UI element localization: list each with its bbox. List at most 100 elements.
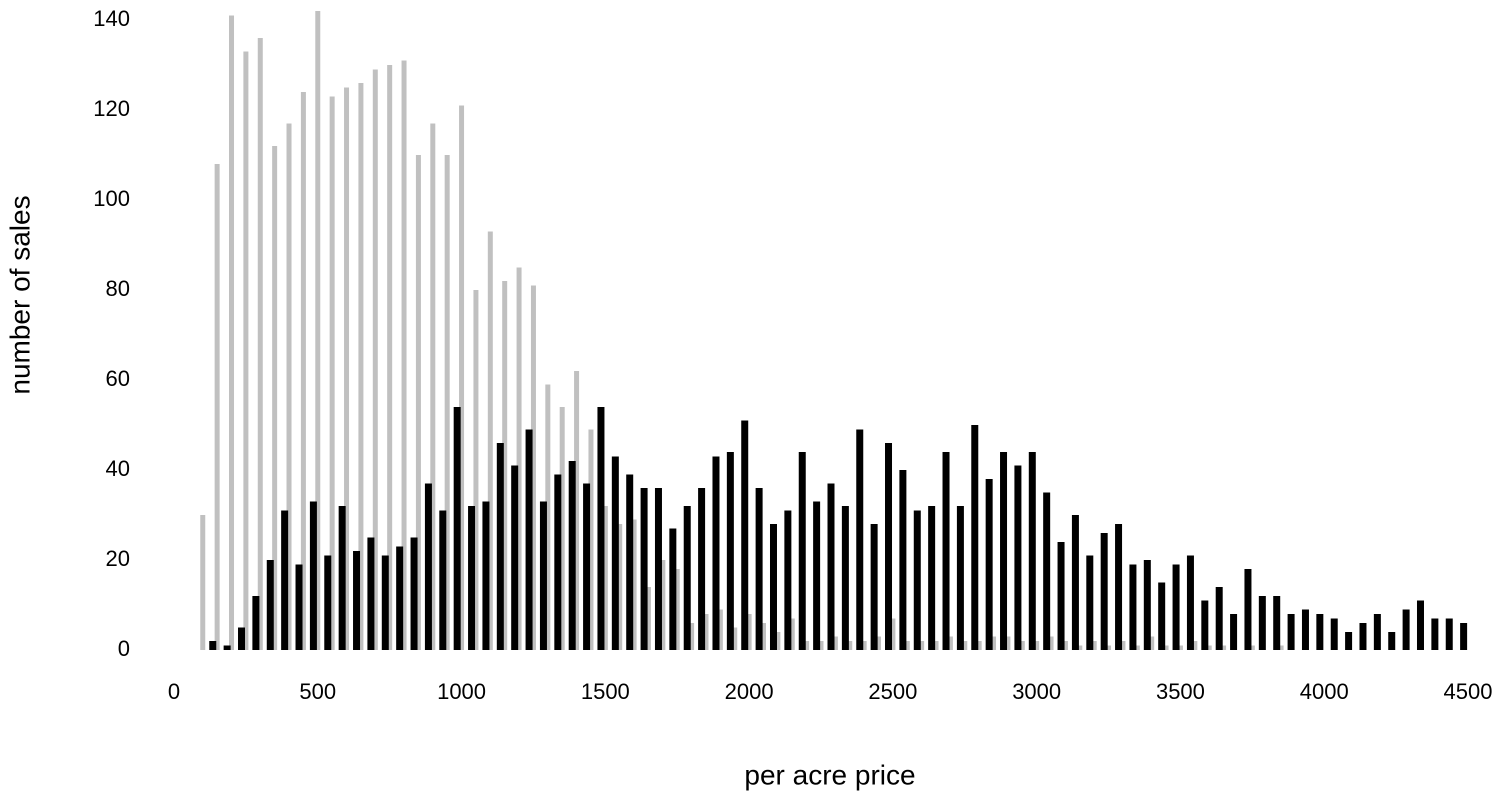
bar (439, 510, 447, 650)
bar (976, 641, 982, 650)
x-tick-label: 3000 (1012, 679, 1061, 704)
bar (1172, 564, 1180, 650)
x-tick-label: 2000 (725, 679, 774, 704)
bar (674, 569, 680, 650)
bar (611, 456, 619, 650)
bar (1071, 515, 1079, 650)
bar (760, 623, 766, 650)
bar (804, 641, 810, 650)
bar (1077, 645, 1083, 650)
bar (876, 636, 882, 650)
bar (1215, 587, 1223, 650)
bar (1091, 641, 1097, 650)
bar (1062, 641, 1068, 650)
bar (516, 267, 522, 650)
bar (272, 146, 278, 650)
bar (473, 290, 479, 650)
bar (1330, 618, 1338, 650)
bar (1301, 609, 1309, 650)
bar (904, 641, 910, 650)
bar (459, 105, 465, 650)
bar (942, 452, 950, 650)
bar (703, 614, 709, 650)
bar (1345, 632, 1353, 650)
bar (1143, 560, 1151, 650)
bar (200, 515, 206, 650)
y-tick-label: 60 (106, 366, 130, 391)
bar (919, 641, 925, 650)
bar (717, 609, 723, 650)
bar (353, 551, 361, 650)
bar (617, 524, 623, 650)
bar (1014, 465, 1022, 650)
bar (991, 636, 997, 650)
bar (1019, 641, 1025, 650)
bar (410, 537, 418, 650)
bar (784, 510, 792, 650)
bar (841, 506, 849, 650)
x-tick-label: 1500 (581, 679, 630, 704)
bar (539, 501, 547, 650)
x-axis-label: per acre price (744, 759, 915, 790)
bar (640, 488, 648, 650)
bar (1186, 555, 1194, 650)
bar (1388, 632, 1396, 650)
bar (861, 641, 867, 650)
bar (424, 483, 432, 650)
bar (1158, 582, 1166, 650)
bar (962, 641, 968, 650)
y-tick-label: 40 (106, 456, 130, 481)
bar (660, 560, 666, 650)
bar (372, 69, 378, 650)
bar (238, 627, 246, 650)
bar (899, 470, 907, 650)
bar (1316, 614, 1324, 650)
bar (344, 87, 350, 650)
bar (1134, 645, 1140, 650)
bar (1201, 600, 1209, 650)
bar (1028, 452, 1036, 650)
bar (1230, 614, 1238, 650)
bar (985, 479, 993, 650)
bar (971, 425, 979, 650)
bar (329, 96, 335, 650)
y-tick-label: 20 (106, 546, 130, 571)
bar (1221, 645, 1227, 650)
bar (1359, 623, 1367, 650)
bar (229, 15, 235, 650)
bar (602, 506, 608, 650)
bar (689, 623, 695, 650)
bar (1445, 618, 1453, 650)
bar (266, 560, 274, 650)
bar (530, 285, 536, 650)
bar (698, 488, 706, 650)
bar (645, 587, 651, 650)
bar (1402, 609, 1410, 650)
bar (1244, 569, 1252, 650)
bar (1192, 641, 1198, 650)
x-tick-label: 0 (168, 679, 180, 704)
bar (1249, 645, 1255, 650)
y-tick-label: 100 (93, 186, 130, 211)
bar (1100, 533, 1108, 650)
bar (626, 474, 634, 650)
bar (545, 384, 551, 650)
y-axis-label: number of sales (4, 195, 35, 394)
bar (789, 618, 795, 650)
bar (300, 92, 306, 650)
bar (1043, 492, 1051, 650)
bar (683, 506, 691, 650)
bar (286, 123, 292, 650)
bar (1057, 542, 1065, 650)
bar (928, 506, 936, 650)
bar (947, 636, 953, 650)
bar (1086, 555, 1094, 650)
y-tick-label: 80 (106, 276, 130, 301)
bar (755, 488, 763, 650)
x-tick-label: 3500 (1156, 679, 1205, 704)
bar (732, 627, 738, 650)
bar (890, 618, 896, 650)
bar (1048, 636, 1054, 650)
bar (358, 83, 364, 650)
bar (1431, 618, 1439, 650)
